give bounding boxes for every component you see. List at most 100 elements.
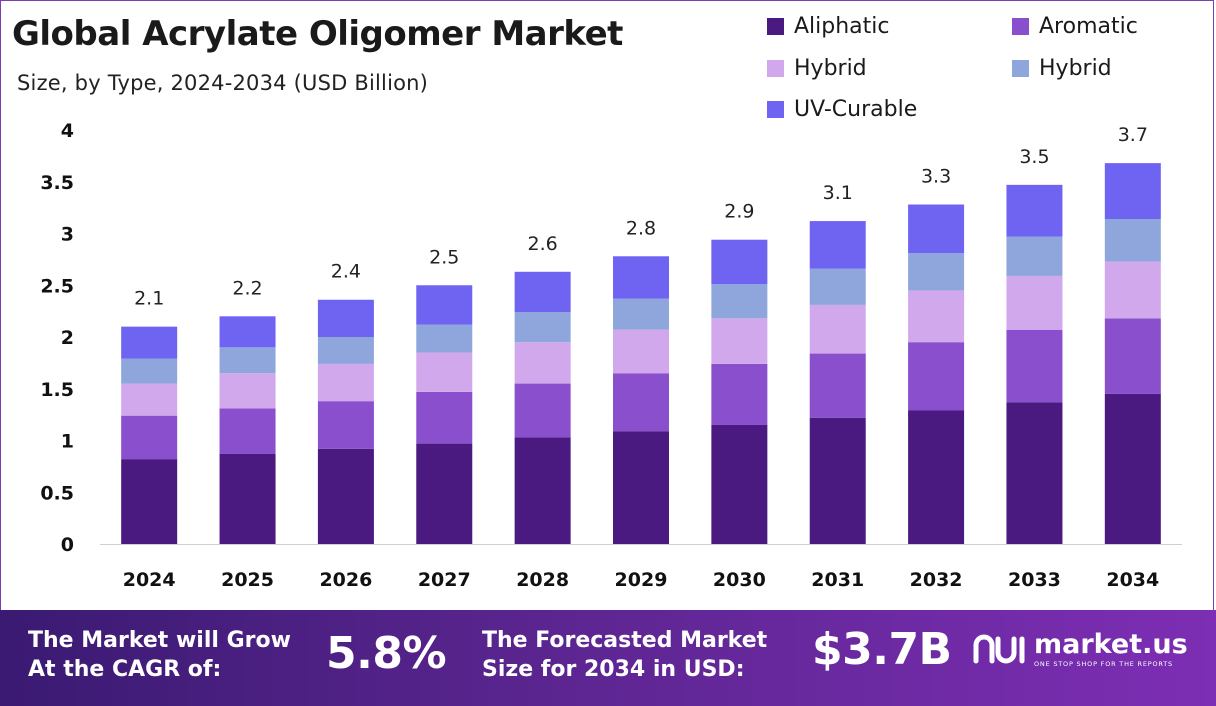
y-tick-label: 0.5 [40,482,74,504]
legend-item-hybrid-2: Hybrid [1012,56,1112,81]
bar-segment-aliphatic-0 [1006,402,1063,544]
bar-segment-hybrid-2 [711,318,768,364]
logo-name: market.us [1034,629,1188,660]
bar-segment-aliphatic-0 [809,417,866,544]
bar-segment-aromatic-1 [1006,329,1063,403]
bar-segment-hybrid-2 [317,363,374,402]
x-tick-label: 2031 [811,569,864,591]
y-tick-label: 1 [61,431,74,453]
x-tick-label: 2024 [123,569,176,591]
stacked-bar-chart: 0 0.5 1 1.5 2 2.5 3 3.5 4 2.1 2024 2.2 2025 2.4 2026 2.… [40,120,1182,591]
legend-swatch-aromatic [1012,18,1029,35]
bar-segment-aliphatic-0 [908,410,965,544]
chart-subtitle: Size, by Type, 2024-2034 (USD Billion) [17,71,429,95]
x-tick-label: 2034 [1106,569,1159,591]
y-tick-label: 4 [61,120,74,142]
bar-segment-hybrid-3 [317,337,374,364]
bar-segment-uv-curable-4 [219,316,276,348]
bar-total-label: 2.5 [429,246,459,268]
bar-segment-uv-curable-4 [908,204,965,254]
legend-item-uv-curable: UV-Curable [767,97,917,122]
forecast-value: $3.7B [812,624,952,675]
bar-segment-aliphatic-0 [613,431,669,544]
bar-segment-hybrid-3 [711,284,768,319]
chart-title: Global Acrylate Oligomer Market [12,14,623,54]
y-tick-label: 3 [61,224,74,246]
legend-item-hybrid-1: Hybrid [767,56,867,81]
legend-label: Hybrid [1039,56,1112,81]
bar-segment-hybrid-3 [1104,219,1161,262]
bar-segment-aromatic-1 [514,383,571,438]
bar-segment-aromatic-1 [1104,318,1161,394]
x-tick-label: 2032 [910,569,963,591]
bar-segment-aromatic-1 [317,401,374,449]
bar-segment-hybrid-2 [809,304,866,354]
bar-total-label: 2.2 [232,277,262,299]
bar-segment-aromatic-1 [908,342,965,411]
y-tick-label: 0 [61,534,74,556]
bar-total-label: 2.6 [528,233,558,255]
legend-label: Aliphatic [794,14,890,39]
bar-segment-aliphatic-0 [121,459,178,544]
x-tick-label: 2030 [713,569,766,591]
bar-total-label: 3.1 [823,182,853,204]
bar-total-label: 2.9 [724,201,754,223]
legend-swatch-aliphatic [767,18,784,35]
legend-swatch-hybrid-1 [767,60,784,77]
bar-segment-uv-curable-4 [514,271,571,313]
bar-segment-aromatic-1 [711,363,768,425]
market-us-logo[interactable]: market.us ONE STOP SHOP FOR THE REPORTS [972,630,1188,668]
bar-segment-hybrid-3 [219,347,276,374]
x-tick-label: 2033 [1008,569,1061,591]
x-tick-label: 2026 [319,569,372,591]
bar-segment-hybrid-3 [121,358,178,384]
bar-total-label: 3.7 [1118,124,1148,146]
bar-segment-uv-curable-4 [317,299,374,337]
x-tick-label: 2027 [418,569,471,591]
bar-segment-hybrid-3 [809,268,866,305]
bar-segment-hybrid-3 [1006,236,1063,276]
bar-total-label: 2.4 [331,261,361,283]
legend-item-aromatic: Aromatic [1012,14,1138,39]
bar-segment-aliphatic-0 [1104,393,1161,544]
bar-segment-aromatic-1 [219,408,276,454]
bar-segment-hybrid-3 [908,253,965,291]
bar-segment-uv-curable-4 [1006,184,1063,237]
bar-segment-aromatic-1 [121,415,178,460]
chart-frame [0,0,1214,610]
bar-total-label: 3.5 [1019,146,1049,168]
y-tick-label: 3.5 [40,172,74,194]
legend-swatch-hybrid-2 [1012,60,1029,77]
cagr-label: The Market will Grow At the CAGR of: [28,628,291,682]
bar-segment-hybrid-2 [219,373,276,409]
bar-total-label: 2.1 [134,288,164,310]
x-tick-label: 2025 [221,569,274,591]
bar-segment-aliphatic-0 [416,443,473,544]
forecast-label: The Forecasted Market Size for 2034 in U… [482,628,768,682]
logo-mark-icon [973,634,1025,664]
bar-segment-aromatic-1 [416,391,473,444]
bar-total-label: 2.8 [626,217,656,239]
bar-segment-aliphatic-0 [711,424,768,544]
cagr-value: 5.8% [326,628,447,679]
bar-segment-uv-curable-4 [121,326,178,359]
bar-segment-uv-curable-4 [1104,163,1161,220]
bar-segment-uv-curable-4 [416,285,473,325]
legend-swatch-uv-curable [767,101,784,118]
bar-segment-aromatic-1 [613,373,669,432]
bar-segment-aliphatic-0 [514,437,571,544]
bar-segment-uv-curable-4 [613,256,669,299]
x-tick-label: 2029 [615,569,668,591]
y-tick-label: 1.5 [40,379,74,401]
bar-segment-hybrid-3 [416,324,473,353]
legend-label: Aromatic [1039,14,1138,39]
legend-label: Hybrid [794,56,867,81]
bar-segment-hybrid-2 [121,383,178,416]
bar-segment-uv-curable-4 [809,221,866,269]
summary-banner: The Market will Grow At the CAGR of: 5.8… [0,610,1216,706]
bar-segment-hybrid-2 [514,342,571,384]
bar-segment-hybrid-3 [514,312,571,343]
bar-segment-hybrid-2 [613,329,669,374]
bar-segment-hybrid-2 [1006,275,1063,330]
bar-segment-aromatic-1 [809,353,866,418]
